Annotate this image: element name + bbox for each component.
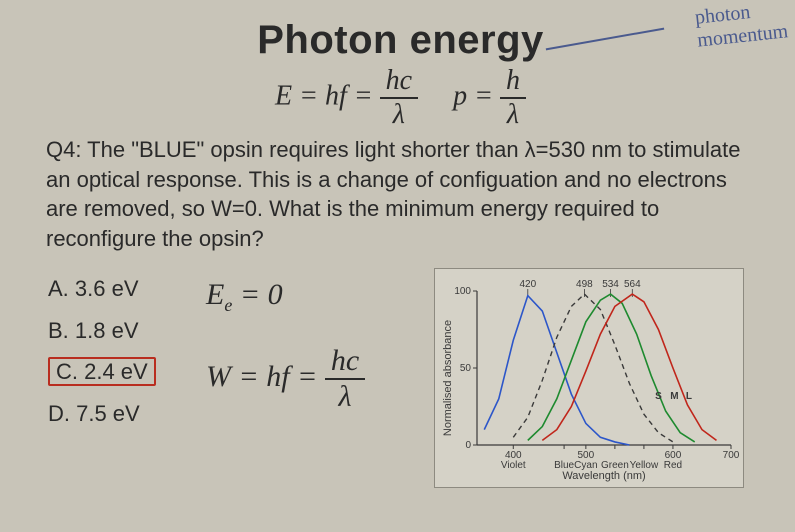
energy-equation: E = hf = hc λ xyxy=(275,67,418,129)
svg-text:Violet: Violet xyxy=(501,460,526,471)
page-title: Photon energy xyxy=(42,18,759,63)
derivation-equations: Ee = 0 W = hf = hc λ xyxy=(206,268,416,412)
answer-option: A. 3.6 eV xyxy=(48,268,188,310)
svg-text:Wavelength (nm): Wavelength (nm) xyxy=(562,470,645,482)
svg-text:100: 100 xyxy=(454,286,471,297)
eq-ee-zero: Ee = 0 xyxy=(206,278,416,316)
svg-text:700: 700 xyxy=(723,450,739,461)
svg-text:Normalised absorbance: Normalised absorbance xyxy=(442,320,454,436)
svg-text:0: 0 xyxy=(465,440,471,451)
svg-text:S: S xyxy=(655,391,662,402)
answer-option: C. 2.4 eV xyxy=(48,351,188,393)
svg-text:M: M xyxy=(670,391,678,402)
absorbance-chart: 050100400VioletBlue500CyanGreenYellow600… xyxy=(434,268,744,488)
answer-option: B. 1.8 eV xyxy=(48,310,188,352)
lower-region: A. 3.6 eVB. 1.8 eV C. 2.4 eV D. 7.5 eV Ee … xyxy=(42,268,759,488)
svg-text:534: 534 xyxy=(602,279,619,290)
fraction-hc-lambda: hc λ xyxy=(380,67,418,129)
svg-text:50: 50 xyxy=(460,363,472,374)
answer-option-correct: C. 2.4 eV xyxy=(48,357,156,386)
slide-page: Photon energy E = hf = hc λ p = h λ Q4: … xyxy=(0,0,795,506)
fraction-h-lambda: h λ xyxy=(500,67,526,129)
svg-text:L: L xyxy=(686,391,692,402)
question-text: Q4: The "BLUE" opsin requires light shor… xyxy=(46,135,755,254)
svg-text:420: 420 xyxy=(519,279,536,290)
momentum-equation: p = h λ xyxy=(453,67,526,129)
answer-option: D. 7.5 eV xyxy=(48,393,188,435)
svg-text:564: 564 xyxy=(624,279,641,290)
svg-text:498: 498 xyxy=(576,279,593,290)
svg-text:Red: Red xyxy=(664,460,682,471)
equation-row: E = hf = hc λ p = h λ xyxy=(42,67,759,129)
answer-list: A. 3.6 eVB. 1.8 eV C. 2.4 eV D. 7.5 eV xyxy=(42,268,188,435)
eq-w-hf: W = hf = hc λ xyxy=(206,346,416,412)
